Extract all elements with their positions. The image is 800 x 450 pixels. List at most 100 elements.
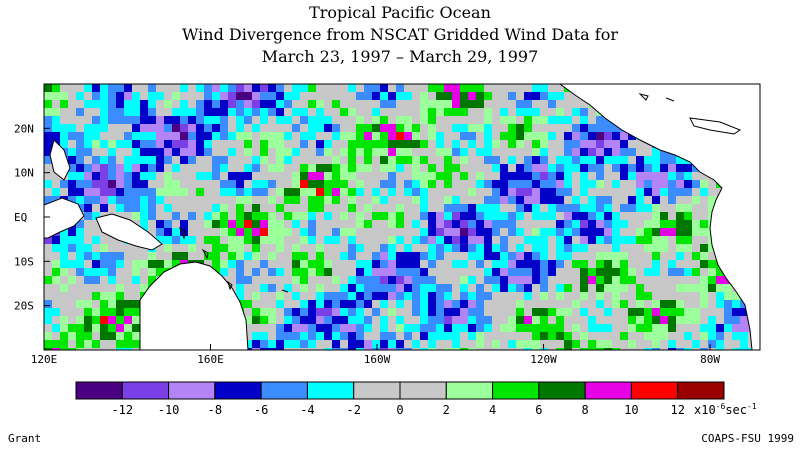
field-cell [500, 180, 508, 188]
field-cell [676, 348, 684, 350]
field-cell [588, 324, 596, 332]
field-cell [380, 92, 388, 100]
field-cell [92, 196, 100, 204]
field-cell [52, 92, 60, 100]
field-cell [676, 316, 684, 324]
field-cell [500, 132, 508, 140]
field-cell [468, 84, 476, 92]
field-cell [284, 284, 292, 292]
field-cell [700, 300, 708, 308]
field-cell [404, 252, 412, 260]
field-cell [204, 84, 212, 92]
field-cell [580, 108, 588, 116]
field-cell [700, 244, 708, 252]
field-cell [460, 220, 468, 228]
field-cell [92, 252, 100, 260]
field-cell [244, 228, 252, 236]
field-cell [636, 228, 644, 236]
field-cell [180, 116, 188, 124]
field-cell [300, 268, 308, 276]
field-cell [356, 340, 364, 348]
field-cell [44, 156, 52, 164]
field-cell [708, 276, 716, 284]
field-cell [188, 108, 196, 116]
field-cell [588, 140, 596, 148]
field-cell [572, 244, 580, 252]
field-cell [740, 308, 748, 316]
field-cell [708, 244, 716, 252]
field-cell [700, 292, 708, 300]
field-cell [484, 316, 492, 324]
field-cell [500, 236, 508, 244]
field-cell [444, 100, 452, 108]
field-cell [412, 196, 420, 204]
field-cell [380, 292, 388, 300]
field-cell [180, 188, 188, 196]
field-cell [92, 124, 100, 132]
field-cell [268, 340, 276, 348]
field-cell [332, 100, 340, 108]
field-cell [692, 308, 700, 316]
field-cell [140, 116, 148, 124]
field-cell [308, 116, 316, 124]
field-cell [732, 348, 740, 350]
field-cell [356, 148, 364, 156]
field-cell [84, 180, 92, 188]
field-cell [268, 108, 276, 116]
field-cell [52, 260, 60, 268]
field-cell [548, 92, 556, 100]
field-cell [652, 156, 660, 164]
field-cell [172, 140, 180, 148]
colorbar-swatch [168, 381, 216, 400]
field-cell [636, 308, 644, 316]
field-cell [588, 196, 596, 204]
field-cell [164, 220, 172, 228]
field-cell [708, 204, 716, 212]
field-cell [396, 348, 404, 350]
field-cell [84, 100, 92, 108]
field-cell [668, 156, 676, 164]
field-cell [364, 276, 372, 284]
field-cell [612, 124, 620, 132]
field-cell [380, 260, 388, 268]
field-cell [508, 188, 516, 196]
field-cell [276, 140, 284, 148]
field-cell [516, 180, 524, 188]
field-cell [428, 244, 436, 252]
field-cell [452, 220, 460, 228]
field-cell [268, 196, 276, 204]
philippines-land [49, 139, 71, 181]
field-cell [348, 316, 356, 324]
field-cell [676, 300, 684, 308]
field-cell [436, 292, 444, 300]
field-cell [412, 220, 420, 228]
field-cell [364, 148, 372, 156]
field-cell [76, 180, 84, 188]
field-cell [164, 188, 172, 196]
field-cell [572, 260, 580, 268]
field-cell [268, 236, 276, 244]
field-cell [412, 276, 420, 284]
field-cell [348, 164, 356, 172]
field-cell [532, 236, 540, 244]
field-cell [276, 204, 284, 212]
field-cell [380, 196, 388, 204]
field-cell [580, 116, 588, 124]
field-cell [572, 196, 580, 204]
field-cell [308, 236, 316, 244]
field-cell [604, 204, 612, 212]
field-cell [644, 236, 652, 244]
field-cell [508, 284, 516, 292]
field-cell [452, 348, 460, 350]
field-cell [596, 116, 604, 124]
field-cell [292, 252, 300, 260]
field-cell [692, 284, 700, 292]
field-cell [540, 116, 548, 124]
field-cell [396, 84, 404, 92]
field-cell [212, 100, 220, 108]
field-cell [268, 92, 276, 100]
field-cell [444, 148, 452, 156]
field-cell [596, 204, 604, 212]
field-cell [444, 196, 452, 204]
field-cell [644, 244, 652, 252]
